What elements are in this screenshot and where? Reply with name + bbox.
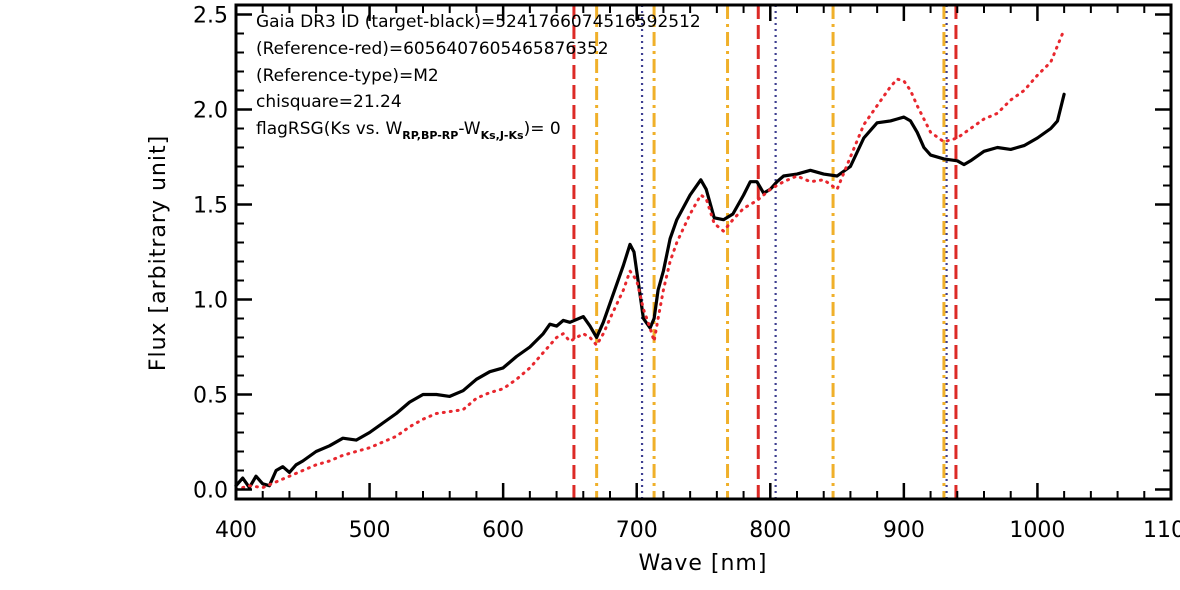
y-axis-title: Flux [arbitrary unit] bbox=[146, 135, 171, 371]
vertical-markers bbox=[572, 5, 958, 499]
plot-frame bbox=[234, 3, 1173, 501]
x-axis-title: Wave [nm] bbox=[639, 551, 768, 576]
x-tick-label: 600 bbox=[482, 518, 524, 543]
y-tick-label: 1.5 bbox=[193, 194, 228, 219]
axis-ticks bbox=[234, 5, 1173, 499]
y-tick-label: 2.5 bbox=[193, 4, 228, 29]
flag-rsg-prefix: flagRSG(Ks vs. W bbox=[256, 119, 402, 139]
x-tick-label: 1000 bbox=[1009, 518, 1065, 543]
annotation-reference-type: (Reference-type)=M2 bbox=[256, 66, 439, 86]
x-tick-label: 400 bbox=[215, 518, 257, 543]
annotation-gaia-id: Gaia DR3 ID (target-black)=5241766074516… bbox=[256, 12, 701, 32]
x-tick-label: 900 bbox=[883, 518, 925, 543]
flag-rsg-suffix: )= 0 bbox=[524, 119, 561, 139]
x-tick-label: 700 bbox=[616, 518, 658, 543]
x-tick-label: 500 bbox=[349, 518, 391, 543]
flag-rsg-sub-2: Ks,J-Ks bbox=[481, 129, 524, 142]
y-tick-label: 2.0 bbox=[193, 99, 228, 124]
annotation-reference-red: (Reference-red)=6056407605465876352 bbox=[256, 39, 609, 59]
series-layer bbox=[234, 28, 1066, 491]
target-spectrum-line bbox=[234, 92, 1066, 490]
flag-rsg-mid: -W bbox=[458, 119, 480, 139]
y-tick-label: 1.0 bbox=[193, 289, 228, 314]
annotation-chisquare: chisquare=21.24 bbox=[256, 92, 402, 112]
y-tick-label: 0.5 bbox=[193, 384, 228, 409]
x-tick-label: 800 bbox=[749, 518, 791, 543]
reference-spectrum-line bbox=[234, 28, 1066, 491]
flag-rsg-sub-1: RP,BP-RP bbox=[402, 129, 458, 142]
annotation-flag-rsg: flagRSG(Ks vs. WRP,BP-RP-WKs,J-Ks)= 0 bbox=[256, 119, 561, 142]
annotation-block: Gaia DR3 ID (target-black)=5241766074516… bbox=[256, 12, 701, 142]
y-tick-label: 0.0 bbox=[193, 479, 228, 504]
